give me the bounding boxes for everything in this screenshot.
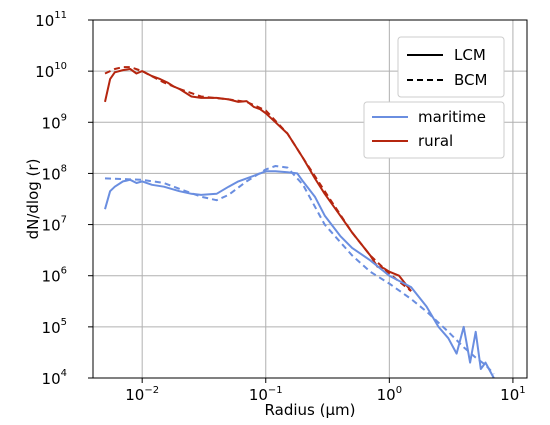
x-tick-label: 100 [377, 385, 402, 404]
series-maritime-bcm [104, 165, 495, 375]
y-tick-label: 104 [42, 368, 67, 388]
y-tick-exponent: 11 [54, 10, 67, 21]
y-tick-label: 109 [42, 112, 67, 132]
y-tick-label: 107 [42, 215, 67, 235]
x-tick-label: 101 [500, 385, 525, 404]
y-tick-label: 1010 [35, 61, 67, 81]
y-tick-exponent: 10 [54, 61, 67, 72]
y-tick-exponent: 5 [61, 317, 67, 328]
legend-maritime-label: maritime [418, 108, 486, 126]
y-tick-base: 10 [42, 165, 61, 183]
y-tick-label: 1011 [35, 10, 67, 30]
legend-site: maritime rural [363, 101, 505, 159]
y-tick-exponent: 4 [61, 368, 67, 379]
y-tick-exponent: 7 [61, 215, 67, 226]
x-tick-exponent: 0 [396, 385, 402, 396]
x-tick-exponent: 1 [519, 385, 525, 396]
series-rural-bcm [104, 66, 412, 292]
y-tick-exponent: 8 [61, 163, 67, 174]
y-tick-base: 10 [35, 12, 54, 30]
plot-frame [92, 19, 528, 379]
legend-bcm-label: BCM [454, 71, 487, 89]
y-tick-base: 10 [42, 114, 61, 132]
x-tick-base: 10 [500, 386, 519, 404]
legend-rural-label: rural [418, 132, 453, 150]
y-axis-label: dN/dlog (r) [24, 159, 42, 240]
legend-lcm-label: LCM [454, 46, 486, 64]
y-tick-base: 10 [42, 319, 61, 337]
y-tick-base: 10 [42, 268, 61, 286]
x-tick-label: 10−2 [125, 385, 159, 404]
y-tick-label: 105 [42, 317, 67, 337]
y-tick-base: 10 [42, 217, 61, 235]
x-axis-label: Radius (μm) [265, 401, 356, 419]
y-tick-exponent: 6 [61, 266, 67, 277]
x-tick-base: 10 [377, 386, 396, 404]
series-layer [104, 66, 495, 379]
y-tick-base: 10 [42, 370, 61, 388]
x-tick-base: 10 [125, 386, 144, 404]
x-tick-exponent: −2 [144, 385, 159, 396]
legend-model: LCM BCM [397, 36, 505, 98]
x-tick-label: 10−1 [249, 385, 283, 404]
series-maritime-lcm [104, 170, 495, 379]
y-tick-label: 108 [42, 163, 67, 183]
x-tick-base: 10 [249, 386, 268, 404]
ticks [88, 19, 514, 383]
y-tick-label: 106 [42, 266, 67, 286]
legend-model-box [397, 36, 505, 98]
y-tick-base: 10 [35, 63, 54, 81]
x-tick-exponent: −1 [268, 385, 283, 396]
y-tick-exponent: 9 [61, 112, 67, 123]
